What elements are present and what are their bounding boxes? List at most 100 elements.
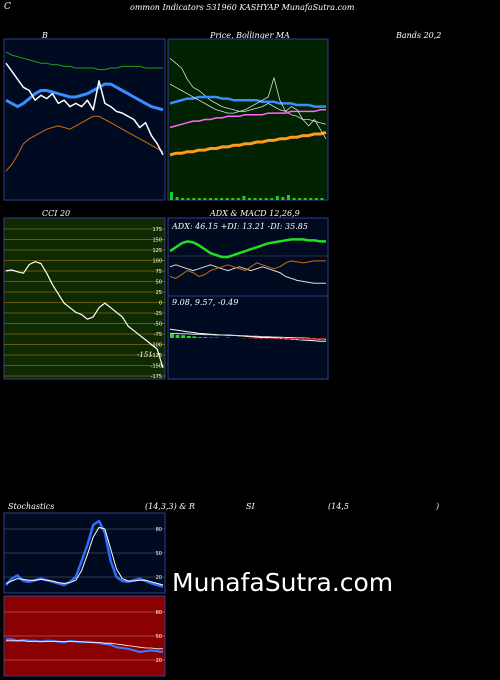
macd-hist-bar <box>192 336 197 338</box>
volume-bar <box>209 198 212 200</box>
volume-bar <box>259 198 263 200</box>
price-series-1 <box>169 95 326 108</box>
volume-bar <box>225 198 229 200</box>
macd-hist-bar <box>320 338 325 340</box>
macd-hist-bar <box>253 338 258 339</box>
volume-bar <box>242 196 246 200</box>
macd-hist-bar <box>275 338 280 340</box>
price-series-3 <box>169 130 327 157</box>
macd-hist-bar <box>303 338 308 340</box>
cci-tick-label: -75 <box>154 332 162 338</box>
adx-panel <box>167 217 329 297</box>
macd-hist-bar <box>314 338 319 340</box>
volume-bar <box>303 198 307 200</box>
macd-hist-bar <box>186 336 191 338</box>
volume-bar <box>264 198 268 200</box>
rsi-tick-label: 20 <box>156 658 162 664</box>
volume-bar <box>170 192 173 200</box>
price-panel <box>167 38 329 201</box>
cci-tick-label: -100 <box>151 343 162 349</box>
rsi-close: ) <box>436 502 440 511</box>
rsi-signal-line <box>6 640 163 650</box>
cci-tick-label: 125 <box>152 248 162 254</box>
adx-series-0 <box>169 238 326 259</box>
header-title: ommon Indicators 531960 KASHYAP MunafaSu… <box>130 3 355 12</box>
adx-series-2 <box>169 260 326 279</box>
rsi-params: (14,5 <box>328 502 349 511</box>
stoch-k-line <box>5 519 164 588</box>
cci-tick-label: -150 <box>151 364 162 370</box>
adx-series-1 <box>169 264 326 284</box>
macd-hist-bar <box>292 338 297 340</box>
cci-tick-label: 50 <box>156 280 162 286</box>
watermark: MunafaSutra.com <box>172 568 394 597</box>
stoch-tick-label: 80 <box>156 527 162 533</box>
cci-tick-label: 25 <box>156 290 162 296</box>
stoch-title: Stochastics <box>8 502 55 511</box>
macd-hist-bar <box>175 334 180 338</box>
volume-bar <box>270 198 274 200</box>
stoch-tick-label: 20 <box>156 575 162 581</box>
macd-hist-bar <box>181 335 186 338</box>
adx-macd-title: ADX & MACD 12,26,9 <box>210 209 300 218</box>
rsi-tick-label: 80 <box>156 610 162 616</box>
adx-values-label: ADX: 46.15 +DI: 13.21 -DI: 35.85 <box>172 222 308 231</box>
macd-hist-bar <box>309 338 314 340</box>
stoch-params: (14,3,3) & R <box>145 502 195 511</box>
volume-bar <box>214 198 218 200</box>
cci-tick-label: -50 <box>154 322 162 328</box>
volume-bar <box>220 198 224 200</box>
bands-title: Bands 20,2 <box>396 31 442 40</box>
volume-bar <box>292 198 296 200</box>
macd-hist-bar <box>281 338 286 340</box>
cci-tick-label: -25 <box>154 311 162 317</box>
cci-line <box>5 261 164 369</box>
volume-bar <box>287 195 290 200</box>
macd-hist-bar <box>197 337 202 338</box>
cci-last-label: -151 <box>137 351 153 359</box>
bollinger-series-3 <box>5 62 164 156</box>
stoch-d-line <box>5 526 164 586</box>
volume-bar <box>253 198 257 200</box>
macd-hist-bar <box>170 334 174 338</box>
bollinger-b-title: B <box>42 31 48 40</box>
volume-bar <box>197 198 201 200</box>
cci-tick-label: 0 <box>159 301 162 307</box>
bollinger-series-0 <box>5 51 163 71</box>
cci-tick-label: -175 <box>151 374 162 380</box>
macd-hist-bar <box>298 338 303 340</box>
macd-values-label: 9.08, 9.57, -0.49 <box>172 298 239 307</box>
cci-title: CCI 20 <box>42 209 71 218</box>
volume-bar <box>203 198 207 200</box>
volume-bar <box>281 197 285 200</box>
price-sma-title: Price, Bollinger MA <box>210 31 290 40</box>
cci-tick-label: 75 <box>156 269 162 275</box>
bollinger-series-2 <box>5 115 164 172</box>
volume-bar <box>320 198 324 200</box>
bollinger-panel <box>3 38 166 201</box>
cci-tick-label: 100 <box>152 259 162 265</box>
volume-bar <box>236 198 240 200</box>
volume-bar <box>181 198 185 200</box>
price-series-2 <box>169 109 326 129</box>
cci-tick-label: -125 <box>151 353 162 359</box>
volume-bar <box>314 198 318 200</box>
price-series-0 <box>169 57 327 125</box>
cci-tick-label: 150 <box>152 238 162 244</box>
volume-bar <box>192 198 196 200</box>
macd-hist-bar <box>203 337 208 338</box>
macd-hist-bar <box>259 338 264 339</box>
volume-bar <box>248 198 251 200</box>
volume-bar <box>298 198 302 200</box>
cci-tick-label: 175 <box>152 227 162 233</box>
macd-hist-bar <box>270 338 275 339</box>
volume-bar <box>186 198 190 200</box>
volume-bar <box>309 198 313 200</box>
header-left: C <box>4 2 11 12</box>
volume-bar <box>231 198 235 200</box>
price-series-4 <box>169 77 327 140</box>
macd-series-1 <box>170 332 327 340</box>
macd-hist-bar <box>264 338 269 339</box>
